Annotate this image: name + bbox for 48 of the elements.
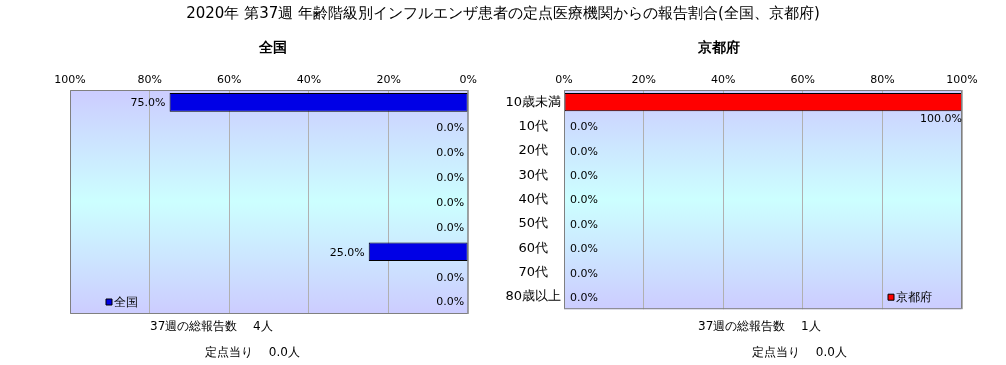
text: 37週の総報告数 4人 <box>150 318 273 335</box>
x-tick-label: 40% <box>296 73 322 87</box>
data-label: 25.0% <box>329 245 365 259</box>
data-label: 0.0% <box>570 120 598 134</box>
data-label: 0.0% <box>436 270 465 284</box>
y-tick-label: 70代 <box>518 264 548 280</box>
data-label: 0.0% <box>436 170 465 184</box>
data-label: 0.0% <box>570 217 598 231</box>
y-tick-label: 30代 <box>518 166 548 182</box>
y-tick-label: 60代 <box>518 239 548 255</box>
x-tick-label: 80% <box>870 73 895 87</box>
x-tick-label: 0% <box>555 73 573 87</box>
y-tick-label: 10代 <box>518 117 548 133</box>
data-label: 0.0% <box>570 169 598 183</box>
data-label: 0.0% <box>436 195 465 209</box>
text: 定点当り 0.0人 <box>205 344 300 361</box>
data-label: 100.0% <box>920 112 962 126</box>
x-tick-label: 40% <box>710 73 736 87</box>
chart-subtitle: 全国 <box>258 39 287 56</box>
data-label: 0.0% <box>436 146 465 160</box>
data-label: 0.0% <box>436 295 465 309</box>
data-label: 0.0% <box>570 193 598 207</box>
data-label: 75.0% <box>130 96 166 110</box>
x-tick-label: 0% <box>459 73 477 87</box>
data-label: 0.0% <box>570 144 598 158</box>
x-tick-label: 20% <box>631 73 656 87</box>
legend-label: 全国 <box>114 295 138 310</box>
chart-subtitle: 京都府 <box>697 39 740 56</box>
legend-label: 京都府 <box>896 290 932 305</box>
data-label: 0.0% <box>436 121 465 135</box>
data-label: 0.0% <box>570 242 598 256</box>
data-label: 0.0% <box>570 266 598 280</box>
x-tick-label: 60% <box>217 73 242 87</box>
data-label: 0.0% <box>570 290 598 304</box>
text: 37週の総報告数 1人 <box>698 318 821 335</box>
y-tick-label: 20代 <box>518 142 548 158</box>
x-tick-label: 20% <box>376 73 401 87</box>
x-tick-label: 100% <box>54 73 86 87</box>
x-tick-label: 80% <box>137 73 162 87</box>
text: 2020年 第37週 年齢階級別インフルエンザ患者の定点医療機関からの報告割合(全国、京都府) <box>185 4 821 23</box>
data-label: 0.0% <box>436 220 465 234</box>
text: 定点当り 0.0人 <box>752 344 847 361</box>
x-tick-label: 60% <box>790 73 816 87</box>
y-tick-label: 50代 <box>518 215 548 231</box>
y-tick-label: 10歳未満 <box>505 93 561 109</box>
y-tick-label: 40代 <box>518 190 548 206</box>
x-tick-label: 100% <box>946 73 978 87</box>
y-tick-label: 80歳以上 <box>505 288 561 304</box>
